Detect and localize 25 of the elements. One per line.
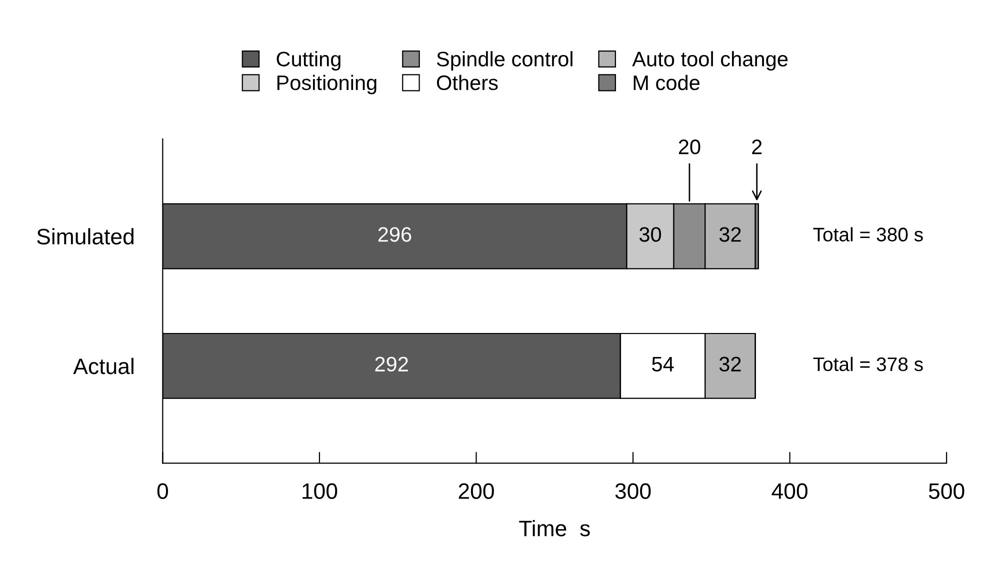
data-label: 30 (639, 227, 662, 242)
x-tick-label: 100 (302, 483, 338, 499)
x-tick-label: 500 (928, 483, 964, 499)
x-axis-title: Time s (519, 520, 590, 536)
legend-label: M code (634, 74, 700, 90)
data-label: 32 (719, 356, 741, 372)
legend-label: Spindle control (436, 51, 572, 71)
data-label: 54 (652, 356, 674, 372)
legend-label: Cutting (276, 51, 340, 71)
data-label: 20 (678, 140, 700, 154)
data-label: 2 (752, 140, 762, 154)
legend-label: Positioning (277, 74, 376, 94)
data-label: 296 (378, 227, 412, 242)
x-tick-label: 400 (772, 483, 808, 499)
total-label: Total = 378 s (813, 356, 923, 372)
data-label: 32 (719, 227, 741, 242)
data-label: 292 (375, 356, 408, 372)
y-tick-label: Actual (73, 358, 134, 374)
x-tick-label: 200 (458, 483, 494, 499)
x-tick-label: 0 (157, 483, 168, 499)
legend-label: Others (436, 74, 498, 90)
legend-label: Auto tool change (632, 51, 788, 71)
total-label: Total = 380 s (813, 227, 923, 242)
y-tick-label: Simulated (37, 228, 134, 245)
x-tick-label: 300 (615, 483, 651, 499)
